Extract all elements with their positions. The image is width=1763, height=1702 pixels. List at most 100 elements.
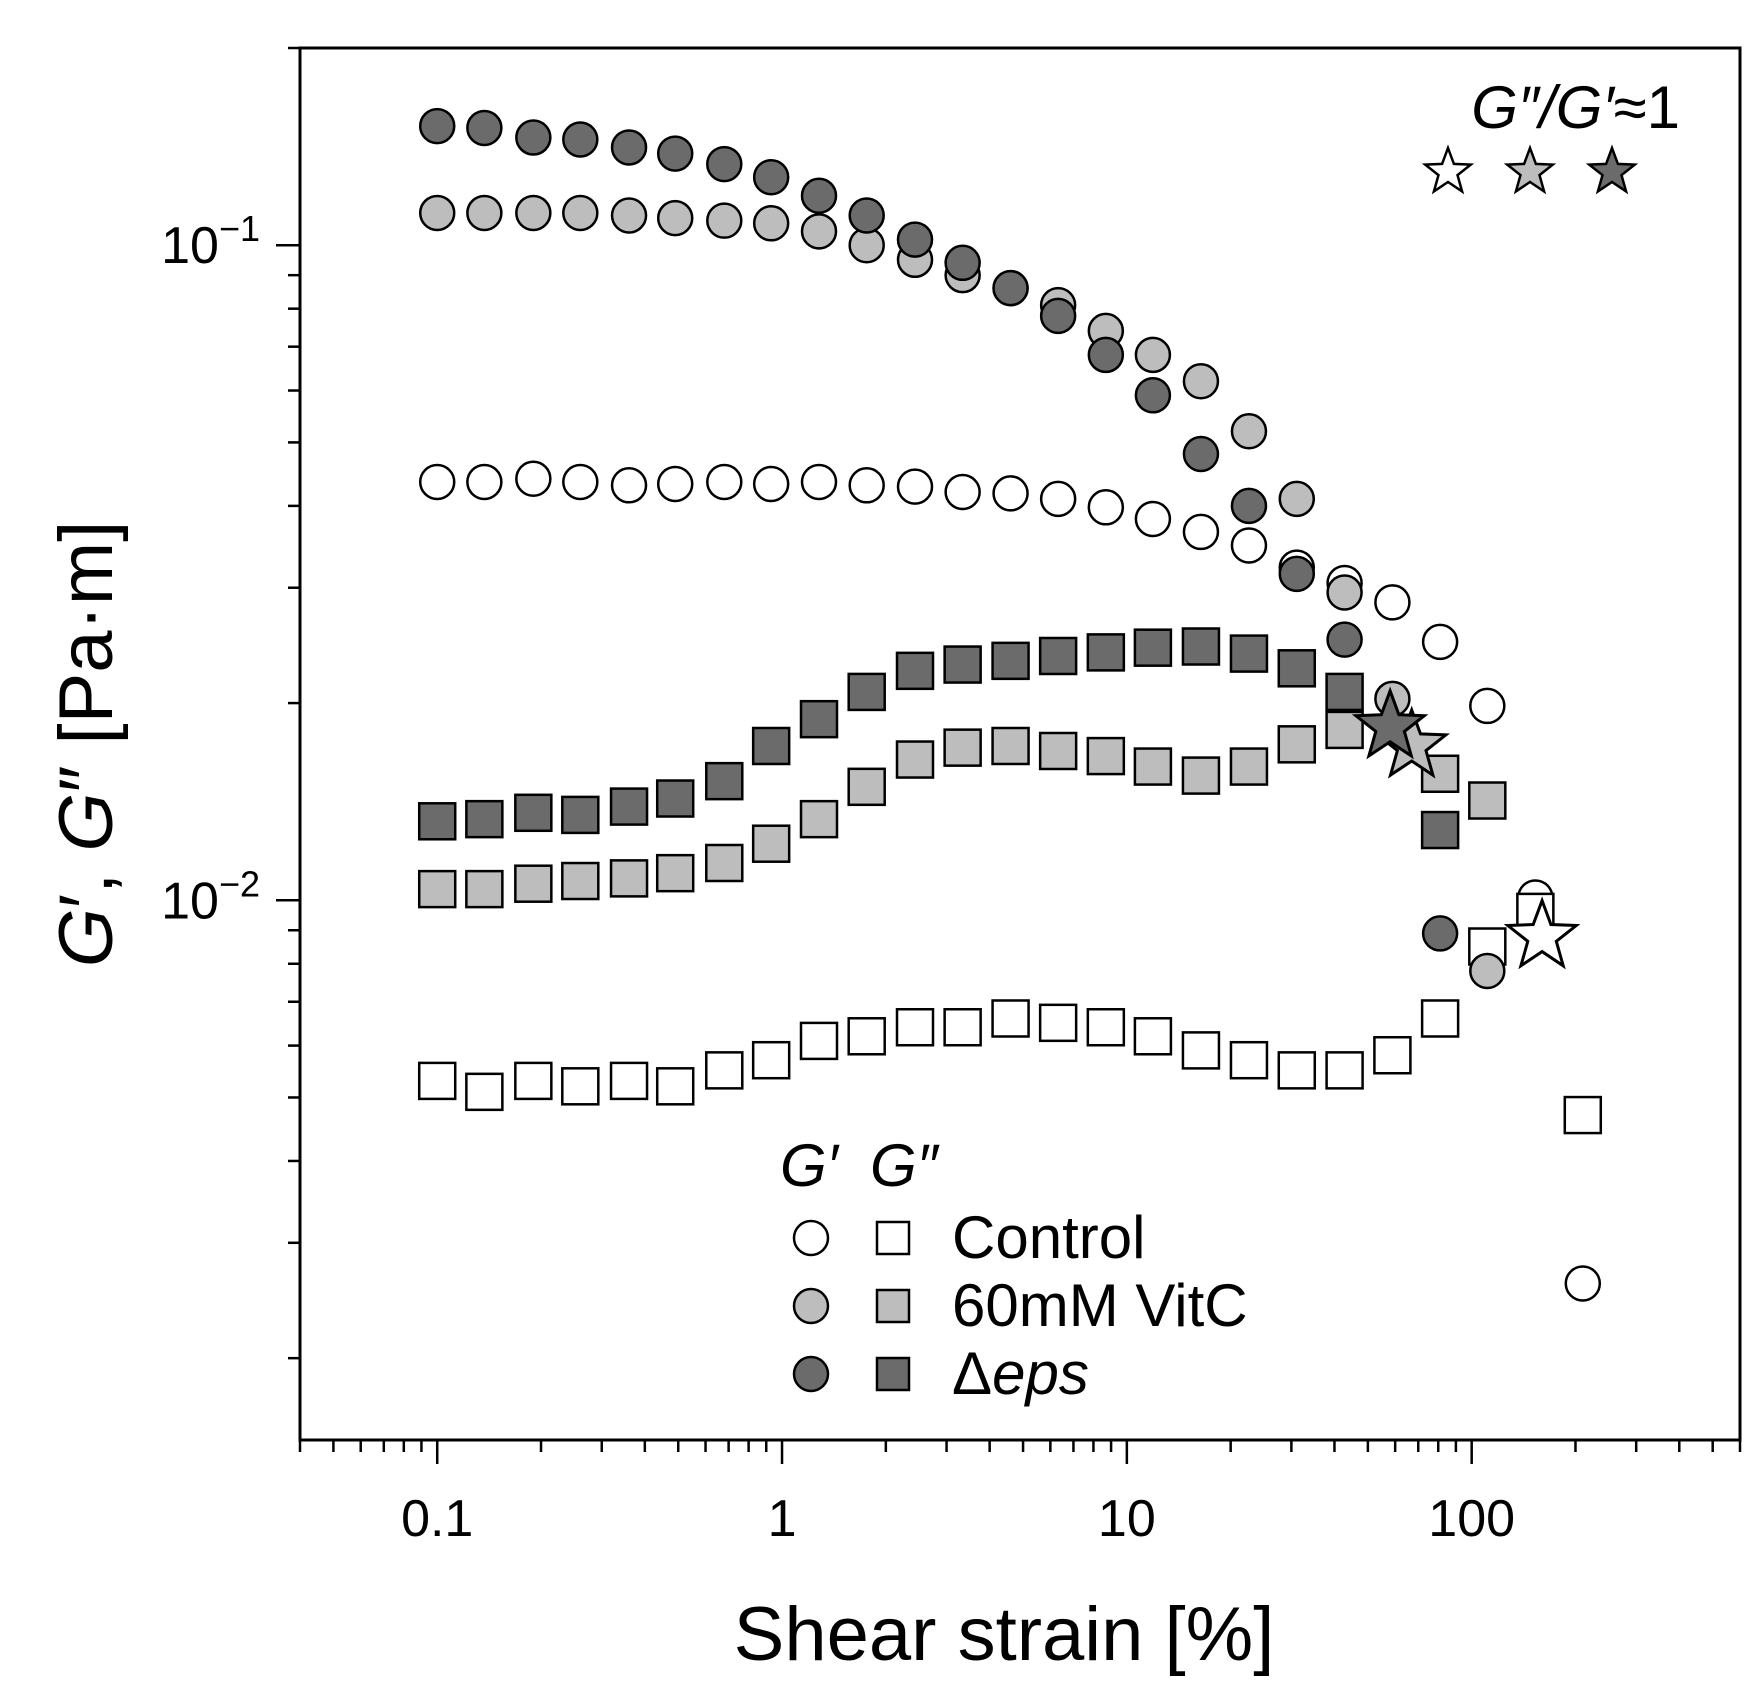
control-gdoubleprime-point [1277,1051,1317,1090]
control-gdoubleprime-point [1038,1003,1078,1043]
60mm-vitc-gprime-point [515,194,552,232]
-eps-gdoubleprime-point [1086,633,1126,672]
60mm-vitc-gprime-point [1278,480,1316,518]
60mm-vitc-gdoubleprime-point [1277,725,1317,764]
-eps-gdoubleprime-point [417,802,457,841]
-eps-gprime-point [1039,297,1077,335]
-eps-gdoubleprime-point [705,761,744,801]
x-axis-title: Shear strain [%] [734,1592,1275,1677]
control-gdoubleprime-point [1325,1051,1364,1090]
control-gprime-point [1564,1265,1602,1302]
legend-label-deps-name: eps [992,1340,1089,1407]
crossover-stars [1351,686,1581,970]
x-tick-label: 1 [768,1490,797,1548]
-eps-gdoubleprime-point [847,672,886,712]
y-axis-tick-labels: 10−1 10−2 [161,208,260,930]
-eps-gdoubleprime-point [1133,628,1173,667]
-eps-gprime-point [1134,377,1172,414]
60mm-vitc-gdoubleprime-point [465,869,504,909]
control-gdoubleprime-point [1133,1017,1173,1056]
60mm-vitc-gdoubleprime-point [1181,756,1221,795]
-eps-gdoubleprime-point [1277,649,1317,688]
control-gdoubleprime-point [1373,1035,1412,1075]
60mm-vitc-gprime-point [1326,574,1363,611]
control-gprime-point [466,463,503,501]
60mm-vitc-gdoubleprime-point [991,726,1030,766]
-eps-gdoubleprime-point [561,795,600,835]
-eps-gprime-point [562,121,599,158]
control-gdoubleprime-point [705,1051,744,1090]
annotation-star-icons [1421,144,1639,195]
-eps-gprime-point [848,197,885,234]
-eps-gprime-point [1087,336,1125,374]
x-tick-label: 100 [1428,1490,1515,1548]
control-gdoubleprime-point [847,1017,886,1056]
-eps-gdoubleprime-point [751,726,791,766]
-eps-gprime-point [1421,915,1459,952]
control-gprime-point [1374,584,1411,621]
control-gdoubleprime-point [991,999,1030,1038]
control-gprime-point [752,465,790,503]
-eps-gprime-point [752,158,790,196]
annotation-star-icon [1421,144,1475,195]
control-gdoubleprime-point [417,1061,457,1101]
control-gprime-point [562,463,599,501]
60mm-vitc-gprime-point [656,199,694,237]
y-tick-label: 10−1 [161,208,260,275]
60mm-vitc-gprime-point [466,194,503,232]
60mm-vitc-gprime-point [706,202,743,239]
y-title-prime1: ′ [44,894,129,908]
control-gprime-point [515,460,552,498]
y-axis-ticks [276,46,300,1360]
legend-header-gprime: G′ [780,1132,840,1199]
control-gdoubleprime-point [1229,1040,1269,1080]
y-tick-label: 10−2 [161,863,260,930]
60mm-vitc-gdoubleprime-point [751,824,791,863]
y-title-comma: , [44,852,129,894]
control-gprime-point [1134,500,1172,538]
annotation-star-icon [1503,144,1557,195]
-eps-gdoubleprime-point [1181,627,1221,666]
-eps-gdoubleprime-point [1038,636,1078,676]
60mm-vitc-gdoubleprime-point [1038,731,1078,771]
control-gprime-point [1039,480,1077,518]
annotation-approx: ≈1 [1614,74,1680,141]
legend-square-icon [875,1356,911,1392]
-eps-gdoubleprime-point [465,799,504,839]
-eps-gprime-point [466,109,503,147]
y-title-g2: G [44,793,129,852]
60mm-vitc-gprime-point [418,194,456,232]
control-gprime-point [706,463,743,501]
-eps-gprime-point [944,244,981,282]
legend-markers [792,1219,911,1393]
annotation-star-icon [1585,144,1639,195]
control-gprime-point [1087,489,1125,526]
control-gdoubleprime-point [799,1021,839,1061]
legend-circle-icon [792,1287,830,1325]
legend-square-icon [875,1220,911,1256]
-eps-gprime-point [896,221,934,258]
control-gprime-point [896,468,934,505]
-eps-gdoubleprime-point [991,641,1030,681]
60mm-vitc-gdoubleprime-point [895,740,935,779]
-eps-gprime-point [610,129,648,166]
legend-label-deps: Δeps [952,1340,1089,1407]
control-gdoubleprime-point [943,1007,982,1047]
control-gprime-point [944,473,981,511]
legend-label-control: Control [952,1204,1145,1271]
-eps-gdoubleprime-point [514,793,553,833]
60mm-vitc-gdoubleprime-point [1468,781,1507,820]
control-gdoubleprime-point [609,1061,649,1101]
60mm-vitc-gdoubleprime-point [1086,736,1126,776]
60mm-vitc-gprime-point [1182,362,1220,400]
y-axis-title: G′, G″ [Pa·m] [44,521,129,968]
control-gdoubleprime-point [1181,1031,1221,1070]
y-title-prime2: ″ [44,766,129,793]
60mm-vitc-gprime-point [1469,952,1506,990]
y-title-g1: G [44,908,129,967]
control-gprime-point [800,463,838,501]
control-gdoubleprime-point [655,1067,695,1106]
60mm-vitc-gdoubleprime-point [799,799,839,839]
control-gdoubleprime-point [1563,1095,1603,1135]
